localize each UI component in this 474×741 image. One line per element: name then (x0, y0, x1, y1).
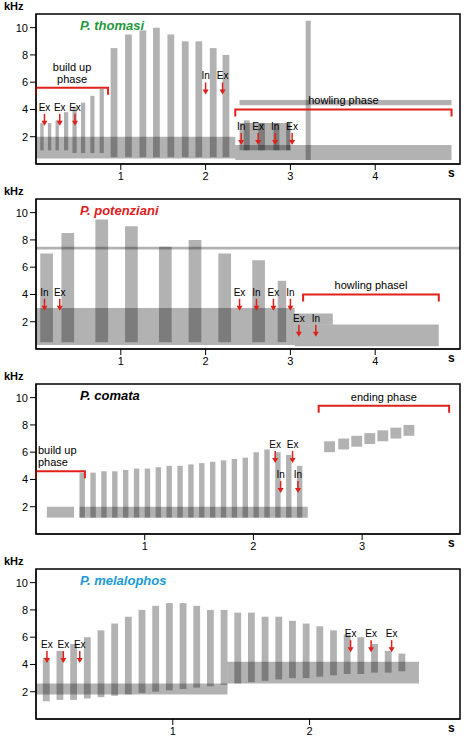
svg-text:ending phase: ending phase (351, 391, 417, 403)
html-text:P. thomasi: P. thomasi (80, 18, 145, 33)
svg-text:8: 8 (22, 49, 28, 61)
html-text:s: s (448, 351, 455, 365)
svg-text:Ex: Ex (286, 121, 298, 132)
svg-text:Ex: Ex (54, 102, 66, 113)
svg-text:4: 4 (22, 288, 28, 300)
svg-text:howling phasel: howling phasel (335, 279, 408, 291)
svg-text:2: 2 (22, 686, 28, 698)
svg-text:Ex: Ex (268, 287, 280, 298)
svg-text:2: 2 (22, 131, 28, 143)
svg-text:8: 8 (22, 604, 28, 616)
svg-text:4: 4 (22, 658, 28, 670)
svg-text:2: 2 (203, 170, 209, 182)
svg-text:1: 1 (118, 355, 124, 367)
html-text:P. potenziani: P. potenziani (80, 203, 159, 218)
svg-text:Ex: Ex (252, 121, 264, 132)
svg-text:Ex: Ex (287, 439, 299, 450)
svg-text:Ex: Ex (365, 628, 377, 639)
svg-text:Ex: Ex (386, 628, 398, 639)
svg-text:1: 1 (170, 725, 176, 737)
svg-text:4: 4 (22, 473, 28, 485)
svg-text:3: 3 (359, 540, 365, 552)
svg-text:6: 6 (22, 76, 28, 88)
svg-text:In: In (40, 287, 48, 298)
svg-text:In: In (286, 287, 294, 298)
svg-text:2: 2 (22, 501, 28, 513)
svg-text:In: In (237, 121, 245, 132)
svg-text:10: 10 (16, 22, 28, 34)
svg-text:4: 4 (372, 170, 378, 182)
svg-text:build upphase: build upphase (38, 444, 77, 468)
svg-text:In: In (252, 287, 260, 298)
svg-text:2: 2 (203, 355, 209, 367)
html-text:kHz: kHz (4, 0, 24, 12)
svg-text:8: 8 (22, 234, 28, 246)
svg-text:Ex: Ex (345, 628, 357, 639)
svg-text:Ex: Ex (217, 70, 229, 81)
svg-text:2: 2 (250, 540, 256, 552)
svg-text:10: 10 (16, 577, 28, 589)
html-text:kHz: kHz (4, 555, 24, 567)
svg-text:In: In (276, 469, 284, 480)
svg-text:10: 10 (16, 392, 28, 404)
svg-text:2: 2 (22, 316, 28, 328)
html-text:s: s (448, 166, 455, 180)
svg-text:6: 6 (22, 446, 28, 458)
svg-text:howling phase: howling phase (308, 94, 378, 106)
svg-text:In: In (294, 469, 302, 480)
html-text:s: s (448, 536, 455, 550)
svg-text:1: 1 (142, 540, 148, 552)
html-text:kHz: kHz (4, 185, 24, 197)
svg-text:In: In (201, 70, 209, 81)
svg-text:4: 4 (22, 103, 28, 115)
svg-text:Ex: Ex (39, 102, 51, 113)
svg-text:Ex: Ex (58, 639, 70, 650)
svg-text:Ex: Ex (269, 439, 281, 450)
svg-text:Ex: Ex (69, 102, 81, 113)
svg-text:build upphase: build upphase (53, 61, 92, 85)
html-text:kHz: kHz (4, 370, 24, 382)
svg-text:Ex: Ex (54, 287, 66, 298)
svg-text:6: 6 (22, 631, 28, 643)
svg-text:2: 2 (306, 725, 312, 737)
html-text:P. melalophos: P. melalophos (80, 573, 167, 588)
svg-text:1: 1 (118, 170, 124, 182)
svg-text:8: 8 (22, 419, 28, 431)
svg-text:3: 3 (287, 170, 293, 182)
svg-text:In: In (312, 313, 320, 324)
svg-text:10: 10 (16, 207, 28, 219)
html-text:P. comata: P. comata (80, 388, 140, 403)
svg-text:Ex: Ex (74, 639, 86, 650)
html-text:s: s (448, 721, 455, 735)
svg-text:Ex: Ex (234, 287, 246, 298)
svg-text:6: 6 (22, 261, 28, 273)
svg-text:Ex: Ex (41, 639, 53, 650)
svg-text:4: 4 (372, 355, 378, 367)
svg-text:3: 3 (287, 355, 293, 367)
svg-text:Ex: Ex (293, 313, 305, 324)
svg-text:In: In (271, 121, 279, 132)
